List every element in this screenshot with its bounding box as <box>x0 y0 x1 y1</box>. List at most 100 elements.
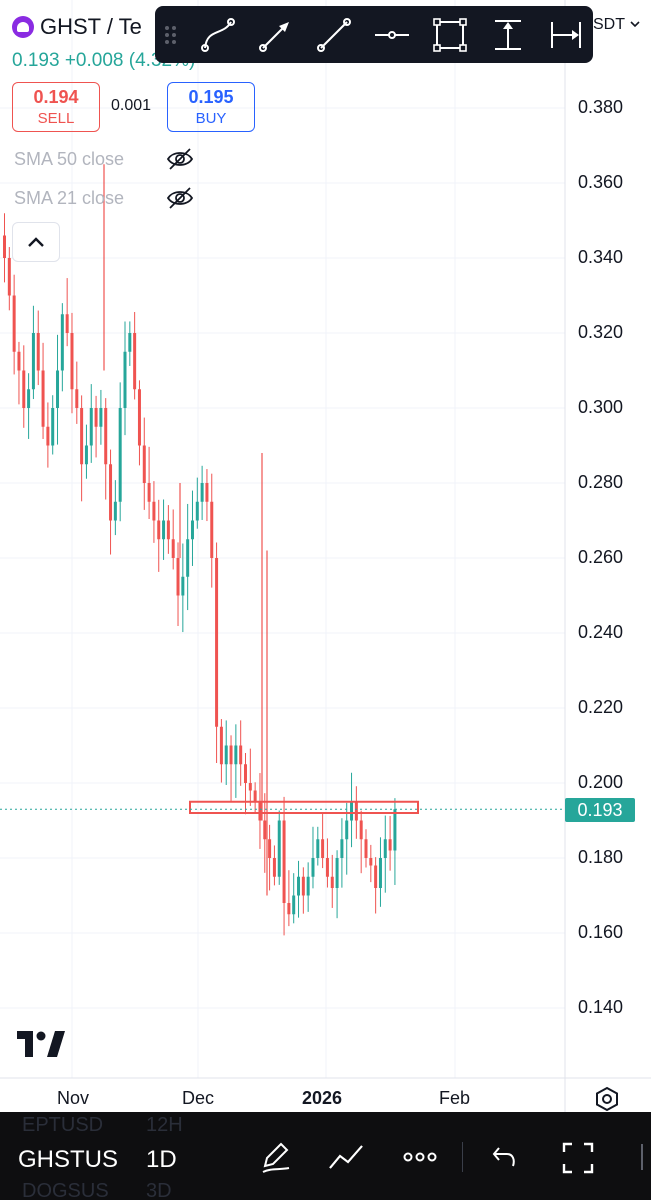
price-axis-label: 0.300 <box>578 397 624 417</box>
interval-ghost-top: 12H <box>146 1114 183 1136</box>
undo-icon[interactable] <box>491 1144 519 1170</box>
candle-body <box>166 520 170 540</box>
sell-price: 0.194 <box>33 87 79 107</box>
price-axis-label: 0.240 <box>578 622 624 642</box>
interval-selector[interactable]: 1D <box>146 1146 177 1173</box>
time-label-2026: 2026 <box>302 1088 343 1108</box>
toolbar-divider <box>462 1142 463 1172</box>
candle-body <box>27 389 31 408</box>
candle-body <box>89 408 93 446</box>
candle-body <box>301 876 305 896</box>
drag-handle-icon[interactable] <box>161 16 181 54</box>
candle-body <box>268 839 272 858</box>
candle-body <box>330 876 334 888</box>
candle-body <box>316 839 320 858</box>
time-label-dec: Dec <box>182 1088 215 1108</box>
sell-button[interactable]: 0.194 SELL <box>12 82 100 132</box>
candle-body <box>41 370 45 427</box>
candle-body <box>36 333 40 371</box>
arrow-icon[interactable] <box>257 16 295 54</box>
scroll-edge <box>641 1144 643 1170</box>
candle-body <box>325 858 329 877</box>
candle-body <box>321 839 325 858</box>
rectangle-icon[interactable] <box>431 16 469 54</box>
candle-body <box>65 314 69 333</box>
indicators-icon[interactable] <box>328 1142 366 1172</box>
more-icon[interactable] <box>402 1150 438 1164</box>
candle-body <box>60 314 64 371</box>
candle-body <box>31 333 35 390</box>
interval-ghost-bottom: 3D <box>146 1180 172 1202</box>
symbol-selector[interactable]: GHSTUS <box>18 1146 119 1173</box>
candle-body <box>374 865 378 888</box>
trend-line-icon[interactable] <box>315 16 353 54</box>
candle-body <box>7 258 11 296</box>
candle-body <box>345 820 349 840</box>
candle-body <box>22 370 26 408</box>
candle-body <box>181 576 185 596</box>
price-axis-label: 0.200 <box>578 772 624 792</box>
candle-body <box>311 858 315 877</box>
candle-body <box>297 876 301 896</box>
price-axis-label: 0.260 <box>578 547 624 567</box>
price-axis-label: 0.160 <box>578 922 624 942</box>
sell-label: SELL <box>37 110 75 127</box>
candle-body <box>113 501 117 521</box>
candle-body <box>369 858 373 866</box>
collapse-legend-button[interactable] <box>12 222 60 262</box>
price-axis-label: 0.180 <box>578 847 624 867</box>
sma-21-label[interactable]: SMA 21 close <box>14 188 125 208</box>
price-range-icon[interactable] <box>489 16 527 54</box>
candle-body <box>210 501 214 558</box>
candle-body <box>244 764 247 783</box>
hidden-eye-icon[interactable] <box>166 186 194 210</box>
price-axis-label: 0.280 <box>578 472 624 492</box>
buy-button[interactable]: 0.195 BUY <box>167 82 255 132</box>
candle-body <box>84 445 88 465</box>
drawing-toolbar <box>155 6 593 63</box>
chevron-down-icon <box>630 21 640 28</box>
candle-body <box>186 539 190 577</box>
candle-body <box>364 839 368 858</box>
price-axis-label: 0.360 <box>578 172 624 192</box>
curve-icon[interactable] <box>199 16 237 54</box>
candle-body <box>335 858 339 888</box>
candle-body <box>190 520 194 540</box>
hidden-eye-icon[interactable] <box>166 147 194 171</box>
price-axis-label: 0.140 <box>578 997 624 1017</box>
candle-body <box>229 745 233 765</box>
date-range-icon[interactable] <box>547 16 585 54</box>
currency-dropdown[interactable]: SDT <box>593 16 645 40</box>
price-chart[interactable] <box>0 0 651 1112</box>
sma-50-label[interactable]: SMA 50 close <box>14 149 125 169</box>
candle-body <box>94 408 98 427</box>
bottom-toolbar: EPTUSD 12H GHSTUS 1D DOGSUS 3D <box>0 1112 651 1202</box>
candle-body <box>234 745 238 765</box>
candle-body <box>354 801 358 821</box>
candle-body <box>70 333 74 390</box>
candle-body <box>219 726 223 765</box>
change-text: +0.008 <box>64 50 124 71</box>
candle-body <box>109 464 113 521</box>
candle-body <box>51 408 55 446</box>
time-label-feb: Feb <box>439 1088 471 1108</box>
candle-body <box>56 370 60 408</box>
current-price-badge: 0.193 <box>565 798 635 822</box>
fullscreen-icon[interactable] <box>562 1142 594 1174</box>
settings-icon[interactable] <box>594 1086 620 1112</box>
pen-icon[interactable] <box>259 1140 293 1174</box>
horizontal-ray-icon[interactable] <box>373 16 411 54</box>
candle-body <box>359 820 363 840</box>
candle-body <box>142 445 146 483</box>
candle-body <box>263 820 267 840</box>
last-price-text: 0.193 <box>12 50 60 71</box>
candle-body <box>80 408 84 465</box>
chevron-up-icon <box>28 237 44 247</box>
price-axis-label: 0.380 <box>578 97 624 117</box>
candle-body <box>205 483 209 502</box>
currency-fragment: SDT <box>593 16 625 33</box>
chart-grid <box>0 0 565 1078</box>
candle-body <box>99 408 103 427</box>
symbol-legend[interactable]: GHST / Te <box>12 14 142 40</box>
candle-body <box>12 295 16 352</box>
